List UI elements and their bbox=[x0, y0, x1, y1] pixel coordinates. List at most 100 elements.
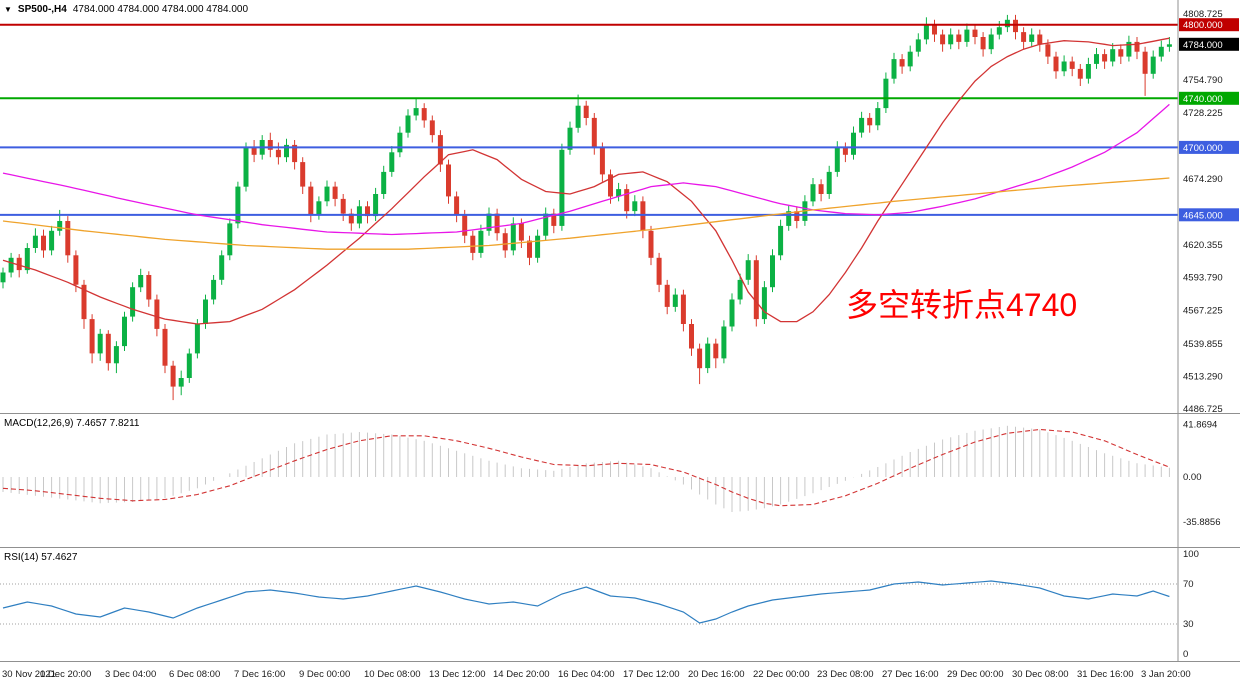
candle-body bbox=[454, 196, 460, 215]
candle-body bbox=[203, 299, 208, 324]
candle-body bbox=[980, 37, 986, 50]
candle-body bbox=[332, 186, 338, 199]
candle-body bbox=[527, 240, 532, 258]
candle-body bbox=[105, 333, 111, 364]
candle-body bbox=[940, 34, 946, 45]
candle-body bbox=[672, 294, 678, 307]
candle-body bbox=[1021, 32, 1027, 42]
time-tick-label: 7 Dec 16:00 bbox=[234, 669, 286, 680]
candle-body bbox=[308, 186, 314, 215]
candle-body bbox=[745, 260, 751, 280]
candle-body bbox=[543, 213, 549, 236]
candle-body bbox=[235, 186, 241, 224]
candle-body bbox=[300, 162, 306, 187]
price-chip-label: 4645.000 bbox=[1183, 210, 1223, 221]
time-tick-label: 10 Dec 08:00 bbox=[364, 669, 421, 680]
candle-body bbox=[194, 324, 200, 354]
candle-body bbox=[381, 171, 387, 194]
candle-body bbox=[413, 108, 419, 116]
candle-body bbox=[591, 117, 597, 148]
candle-body bbox=[446, 164, 451, 197]
candle-body bbox=[122, 316, 127, 347]
macd-tick-label: 41.8694 bbox=[1183, 420, 1217, 431]
candle-body bbox=[640, 201, 646, 231]
candle-body bbox=[624, 189, 630, 212]
price-panel[interactable]: 4808.725 4754.790 4728.225 4674.290 4620.355… bbox=[0, 0, 1240, 414]
candle-body bbox=[988, 34, 994, 50]
time-tick-label: 30 Dec 08:00 bbox=[1012, 669, 1069, 680]
candle-body bbox=[851, 132, 856, 155]
rsi-axis[interactable]: 100 70 30 0 bbox=[1177, 548, 1199, 661]
candle-body bbox=[705, 343, 711, 369]
candle-body bbox=[1110, 49, 1116, 62]
ma-slow-orange bbox=[2, 177, 1170, 250]
candle-body bbox=[510, 223, 516, 251]
candle-body bbox=[429, 120, 435, 136]
candle-body bbox=[1166, 44, 1172, 47]
symbol-name: SP500-,H4 bbox=[17, 4, 67, 15]
time-tick-label: 22 Dec 00:00 bbox=[753, 669, 810, 680]
candle-body bbox=[97, 333, 103, 354]
candle-body bbox=[891, 59, 897, 79]
macd-axis[interactable]: 41.8694 0.00 -35.8856 bbox=[1177, 414, 1221, 547]
level-lines-layer[interactable] bbox=[0, 23, 1178, 216]
symbol-info[interactable]: ▼ SP500-,H4 4784.000 4784.000 4784.000 4… bbox=[4, 4, 248, 15]
candle-body bbox=[867, 117, 873, 126]
candle-body bbox=[632, 201, 638, 212]
candle-body bbox=[680, 294, 686, 324]
candle-body bbox=[437, 135, 443, 165]
time-tick-label: 17 Dec 12:00 bbox=[623, 669, 680, 680]
price-chip-label: 4784.000 bbox=[1183, 40, 1223, 51]
candle-body bbox=[1004, 19, 1010, 28]
candle-body bbox=[16, 257, 22, 271]
candle-body bbox=[996, 27, 1002, 35]
macd-signal-line bbox=[2, 428, 1170, 507]
candle-body bbox=[1077, 68, 1083, 79]
candle-body bbox=[32, 235, 38, 248]
price-axis[interactable]: 4808.725 4754.790 4728.225 4674.290 4620.355… bbox=[1177, 0, 1239, 413]
candle-body bbox=[284, 144, 289, 158]
time-tick-label: 23 Dec 08:00 bbox=[817, 669, 874, 680]
candle-body bbox=[818, 184, 824, 194]
candle-body bbox=[899, 59, 905, 67]
candle-body bbox=[907, 51, 913, 67]
macd-panel[interactable]: 41.8694 0.00 -35.8856 MACD(12,26,9) 7.4657… bbox=[0, 414, 1240, 548]
candle-body bbox=[57, 221, 63, 231]
price-chart-canvas[interactable]: 4808.725 4754.790 4728.225 4674.290 4620.355… bbox=[0, 0, 1240, 413]
time-axis[interactable]: 30 Nov 2021 1 Dec 20:00 3 Dec 04:00 6 Dec 0… bbox=[0, 662, 1240, 687]
candle-body bbox=[810, 184, 816, 202]
candle-body bbox=[24, 248, 30, 271]
candle-body bbox=[324, 186, 330, 202]
moving-averages-layer bbox=[2, 37, 1170, 325]
time-tick-label: 14 Dec 20:00 bbox=[493, 669, 550, 680]
candle-body bbox=[608, 174, 613, 197]
candle-body bbox=[883, 78, 889, 109]
candle-body bbox=[365, 206, 370, 217]
candle-body bbox=[948, 34, 954, 45]
candle-body bbox=[551, 213, 557, 226]
macd-canvas[interactable]: 41.8694 0.00 -35.8856 bbox=[0, 414, 1240, 547]
candle-body bbox=[267, 140, 273, 150]
time-tick-label: 29 Dec 00:00 bbox=[947, 669, 1004, 680]
candle-body bbox=[689, 324, 694, 349]
price-chip bbox=[1179, 140, 1239, 154]
candle-body bbox=[932, 24, 937, 35]
candle-body bbox=[1126, 41, 1132, 57]
candle-body bbox=[470, 235, 476, 253]
rsi-tick-label: 100 bbox=[1183, 549, 1199, 560]
rsi-panel[interactable]: 100 70 30 0 RSI(14) 57.4627 bbox=[0, 548, 1240, 662]
candle-body bbox=[616, 189, 622, 197]
chart-dropdown-icon[interactable]: ▼ bbox=[4, 5, 12, 14]
time-tick-label: 3 Dec 04:00 bbox=[105, 669, 157, 680]
candle-body bbox=[138, 275, 144, 288]
candle-body bbox=[316, 201, 322, 215]
time-tick-label: 20 Dec 16:00 bbox=[688, 669, 745, 680]
candle-body bbox=[697, 348, 703, 369]
price-tick-label: 4593.790 bbox=[1183, 273, 1223, 284]
rsi-tick-label: 30 bbox=[1183, 619, 1194, 630]
candle-body bbox=[559, 149, 565, 226]
rsi-canvas[interactable]: 100 70 30 0 bbox=[0, 548, 1240, 661]
candle-body bbox=[1158, 46, 1164, 57]
candle-body bbox=[49, 230, 55, 251]
candle-body bbox=[842, 147, 848, 155]
